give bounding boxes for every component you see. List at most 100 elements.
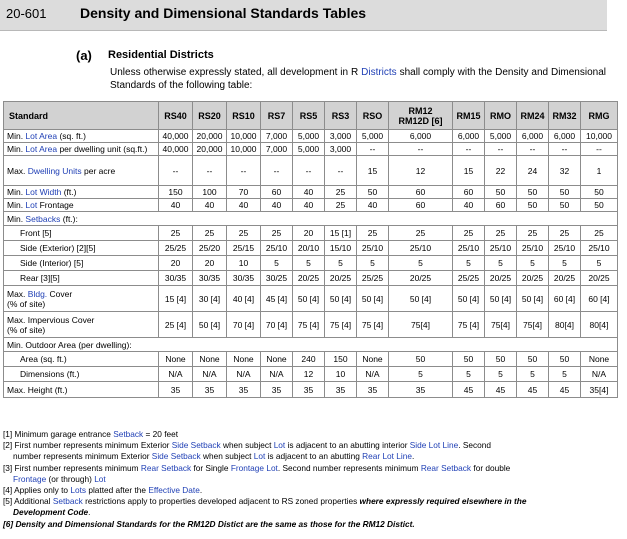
row-label-link[interactable]: Lot Area [25, 131, 58, 141]
table-row: Min. Lot Frontage 40 40 40 40 40 25 40 60 40 60 50 5… [3, 198, 618, 212]
table-cell: 75[4] [388, 311, 453, 338]
footnote-line: [4] Applies only to Lots platted after t… [3, 485, 607, 496]
table-cell: 20/25 [484, 270, 517, 286]
row-label-link[interactable]: Lot Width [25, 187, 62, 197]
table-row: Max. Dwelling Units per acre -- -- -- -- -- --… [3, 155, 618, 186]
table-row: Min. Lot Width (ft.) 150 100 70 60 40 25 50 60 60… [3, 185, 618, 199]
footnote-link[interactable]: Rear Lot Line [362, 451, 412, 462]
footnote-link[interactable]: Lot [94, 473, 106, 484]
row-label-text: Max. Impervious Cover [7, 314, 95, 325]
column-header-label: RS7 [267, 110, 286, 121]
footnote-link[interactable]: Lot [273, 440, 286, 451]
footnote-link[interactable]: Setback [52, 496, 83, 507]
table-cell: N/A [158, 366, 193, 382]
table-cell: 3,000 [324, 142, 357, 156]
table-row: Min. Outdoor Area (per dwelling): [3, 337, 618, 352]
footnote-text: = 20 feet [143, 429, 179, 439]
footnote-link[interactable]: Rear Setback [420, 462, 472, 473]
table-cell: 40 [226, 198, 261, 212]
table-cell: 45 [516, 381, 549, 398]
row-label-link[interactable]: Bldg. [27, 288, 48, 299]
table-cell: 25/10 [388, 240, 453, 256]
row-label-link[interactable]: Dwelling Units [27, 165, 82, 176]
footnote-text: number represents minimum Exterior [13, 451, 152, 462]
table-cell: 1 [580, 155, 618, 186]
table-cell: 25 [580, 225, 618, 241]
footnote-link[interactable]: Side Lot Line [409, 440, 459, 451]
table-cell: 50 [4] [452, 285, 485, 312]
footnote-link[interactable]: Setback [113, 429, 144, 439]
row-label-link[interactable]: Setbacks [25, 213, 61, 224]
table-cell: 45 [4] [260, 285, 293, 312]
table-cell: 70 [4] [260, 311, 293, 338]
row-label-area: Area (sq. ft.) [3, 351, 159, 367]
row-label-post: (ft.): [60, 213, 78, 224]
row-label-link[interactable]: Lot Area [25, 144, 58, 154]
table-cell: 35 [388, 381, 453, 398]
column-header-label: RS40 [164, 110, 187, 121]
table-cell: -- [548, 142, 581, 156]
column-header-label: RM15 [456, 110, 481, 121]
table-cell: 35 [356, 381, 389, 398]
table-cell: 25 [324, 185, 357, 199]
table-cell: 6,000 [388, 129, 453, 143]
table-cell: 50 [548, 198, 581, 212]
column-header: RM15 [452, 101, 485, 130]
table-cell: 20/25 [580, 270, 618, 286]
table-cell: 5,000 [292, 129, 325, 143]
row-label-max-dwelling-units: Max. Dwelling Units per acre [3, 155, 159, 186]
row-label-link[interactable]: Lot [25, 200, 38, 210]
table-cell: -- [260, 155, 293, 186]
footnote-text: is adjacent to an abutting [265, 451, 363, 462]
footnote-line: [3] First number represents minimum Rear… [3, 463, 607, 474]
table-cell: 10 [324, 366, 357, 382]
row-label-pre: Dimensions (ft.) [20, 369, 80, 379]
footnote-link[interactable]: Frontage [13, 473, 47, 484]
table-cell: 5 [388, 255, 453, 271]
column-header: RM32 [548, 101, 581, 130]
table-cell: None [226, 351, 261, 367]
table-row: Area (sq. ft.) None None None None 240 150 None… [3, 351, 618, 367]
table-cell: 40 [292, 198, 325, 212]
table-cell: 50 [516, 351, 549, 367]
table-header-row: Standard RS40 RS20 RS10 RS7 RS5 RS3 RSO RM12 RM12… [3, 101, 618, 130]
table-cell: 60 [452, 185, 485, 199]
footnote-link[interactable]: Lots [70, 485, 87, 496]
footnote-link[interactable]: Rear Setback [140, 462, 192, 473]
footnote-link[interactable]: Effective Date [148, 485, 200, 496]
footnote-link[interactable]: Side Setback [171, 440, 221, 451]
row-label-pre: Max. [7, 165, 28, 176]
table-row: Front [5] 25 25 25 25 20 15 [1] 25 25 25 25 25 25 25 [3, 225, 618, 241]
table-cell: 50 [4] [516, 285, 549, 312]
table-cell: 22 [484, 155, 517, 186]
table-cell: -- [158, 155, 193, 186]
table-cell: 45 [484, 381, 517, 398]
footnote-text: . [88, 507, 91, 518]
table-cell: 25/25 [356, 270, 389, 286]
footnote-link[interactable]: Lot [253, 451, 266, 462]
table-cell: 5 [516, 366, 549, 382]
table-cell: 20 [292, 225, 325, 241]
table-cell: 6,000 [516, 129, 549, 143]
footnote-link[interactable]: Side Setback [151, 451, 201, 462]
column-header: RS40 [158, 101, 193, 130]
row-label-text: Cover [47, 288, 73, 299]
row-label-pre: Max. [7, 288, 28, 299]
column-header: RMO [484, 101, 517, 130]
table-cell: 25/10 [260, 240, 293, 256]
table-body: Min. Lot Area (sq. ft.) 40,000 20,000 10,00… [3, 129, 618, 398]
table-cell: 30/35 [192, 270, 227, 286]
column-header-label: RMO [490, 110, 511, 121]
footnote-line: [2] First number represents minimum Exte… [3, 440, 607, 451]
table-cell: -- [580, 142, 618, 156]
column-header-label: RM12 [408, 105, 433, 116]
table-row: Side (Exterior) [2][5] 25/25 25/20 25/15 25/… [3, 240, 618, 256]
column-header-label: RS20 [198, 110, 221, 121]
table-cell: 3,000 [324, 129, 357, 143]
table-cell: 40 [192, 198, 227, 212]
footnote-link[interactable]: Frontage Lot [230, 462, 278, 473]
table-cell: 50 [4] [388, 285, 453, 312]
districts-link[interactable]: Districts [361, 67, 397, 78]
footnote-text: (or through) [46, 473, 95, 484]
table-cell: 5 [580, 255, 618, 271]
